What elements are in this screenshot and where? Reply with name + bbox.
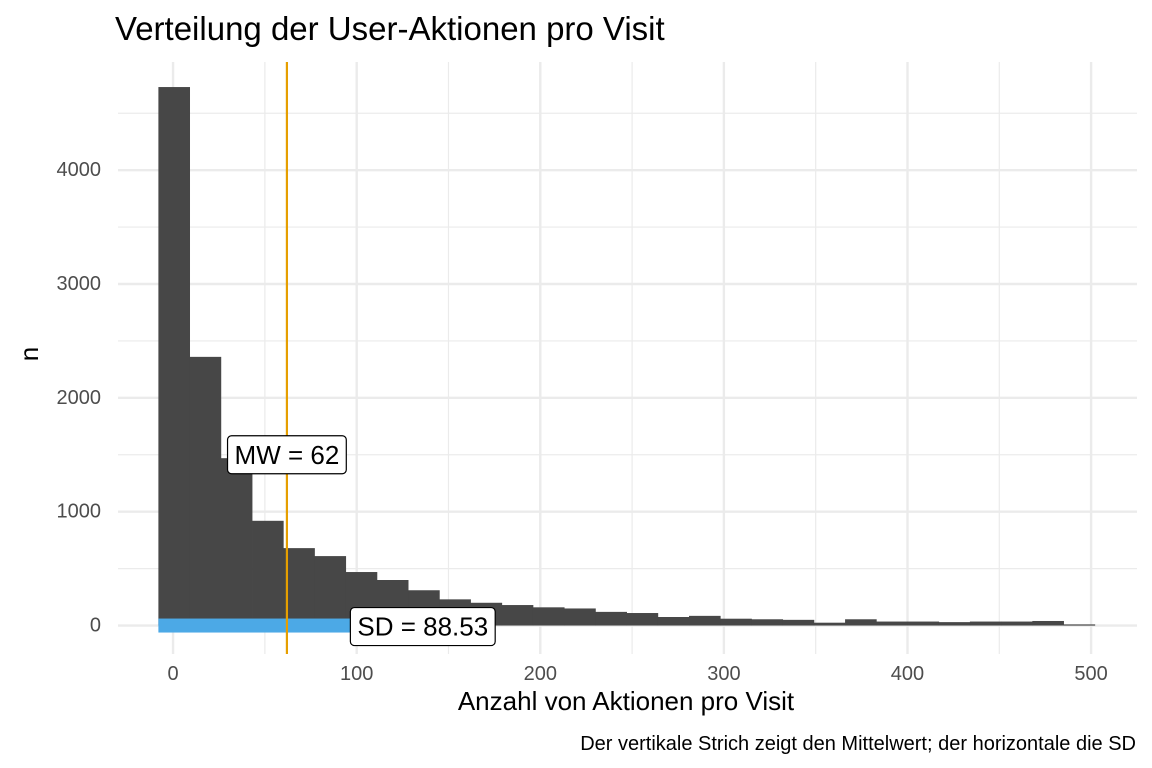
histogram-bars xyxy=(158,87,1096,626)
histogram-bar xyxy=(595,611,627,626)
histogram-bar xyxy=(283,548,315,626)
histogram-bar xyxy=(1063,624,1096,626)
y-tick-label: 0 xyxy=(90,615,101,637)
histogram-bar xyxy=(314,556,347,626)
histogram-bar xyxy=(720,618,752,626)
statistic-labels: MW = 62 SD = 88.53 xyxy=(226,435,496,647)
histogram-bar xyxy=(845,619,877,626)
histogram-bar xyxy=(813,622,846,626)
histogram-bar xyxy=(657,617,690,626)
histogram-bar xyxy=(220,458,253,626)
y-tick-label: 2000 xyxy=(57,387,102,409)
x-tick-label: 0 xyxy=(168,663,179,685)
histogram-bar xyxy=(501,605,534,626)
chart-title: Verteilung der User-Aktionen pro Visit xyxy=(115,10,665,47)
x-tick-label: 500 xyxy=(1074,663,1107,685)
y-tick-label: 3000 xyxy=(57,273,102,295)
y-axis-label: n xyxy=(14,347,44,361)
histogram-bar xyxy=(751,619,784,626)
histogram-bar xyxy=(1001,621,1033,626)
x-tick-label: 400 xyxy=(891,663,924,685)
y-tick-labels: 0 1000 2000 3000 4000 xyxy=(57,159,102,636)
y-tick-label: 1000 xyxy=(57,501,102,523)
histogram-bar xyxy=(907,621,940,626)
histogram-bar xyxy=(189,356,222,626)
histogram-bar xyxy=(564,608,596,626)
x-tick-labels: 0 100 200 300 400 500 xyxy=(168,663,1108,685)
histogram-bar xyxy=(252,520,284,626)
x-tick-label: 200 xyxy=(524,663,557,685)
chart-caption: Der vertikale Strich zeigt den Mittelwer… xyxy=(580,733,1136,755)
histogram-bar xyxy=(1032,620,1064,626)
x-axis-label: Anzahl von Aktionen pro Visit xyxy=(458,686,795,716)
x-tick-label: 300 xyxy=(707,663,740,685)
histogram-bar xyxy=(876,621,908,626)
histogram-bar xyxy=(532,607,565,626)
sd-bar xyxy=(158,618,383,633)
mean-label: MW = 62 xyxy=(235,440,340,470)
histogram-bar xyxy=(626,613,659,626)
histogram-bar xyxy=(689,615,721,626)
histogram-bar xyxy=(782,619,815,626)
histogram-bar xyxy=(938,622,971,626)
sd-label: SD = 88.53 xyxy=(357,612,488,642)
sd-label-box xyxy=(349,606,496,647)
x-tick-label: 100 xyxy=(340,663,373,685)
histogram-bar xyxy=(158,87,191,626)
statistic-overlays xyxy=(158,62,383,654)
histogram-bar xyxy=(969,621,1002,626)
mean-label-box xyxy=(226,435,347,475)
y-tick-label: 4000 xyxy=(57,159,102,181)
